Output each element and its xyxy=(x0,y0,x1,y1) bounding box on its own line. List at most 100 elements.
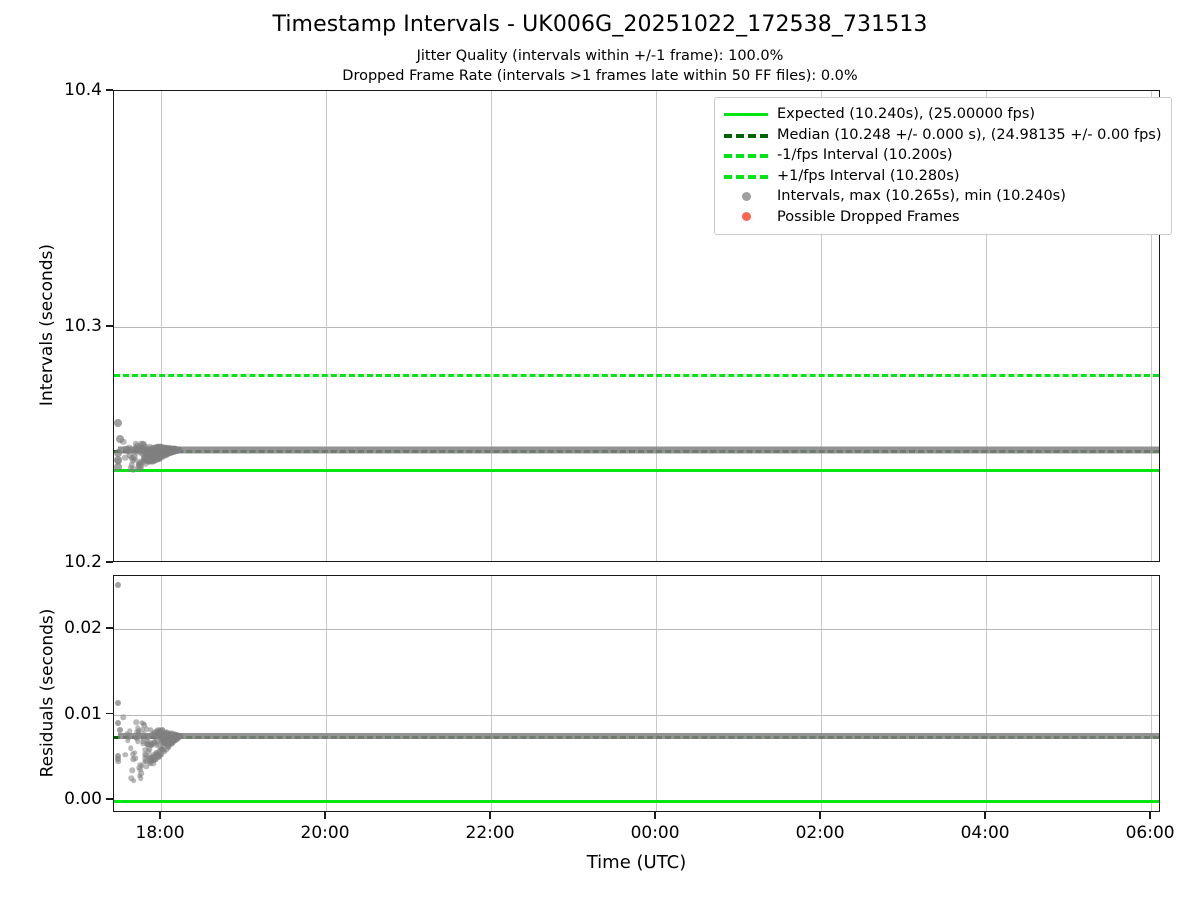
scatter-point-outlier xyxy=(115,581,122,588)
legend-item-label: Expected (10.240s), (25.00000 fps) xyxy=(777,106,1036,123)
legend-item-label: Median (10.248 +/- 0.000 s), (24.98135 +… xyxy=(777,126,1162,143)
vertical-gridline xyxy=(161,576,163,811)
scatter-point xyxy=(128,461,135,468)
x-tick-mark xyxy=(159,812,161,819)
vertical-gridline xyxy=(1151,91,1153,561)
scatter-band xyxy=(118,732,1159,739)
legend-item-label: Possible Dropped Frames xyxy=(777,208,960,225)
x-tick-label: 00:00 xyxy=(630,823,680,843)
y-tick-mark xyxy=(106,798,113,800)
legend-swatch-line-dash-darkgreen-icon xyxy=(724,128,768,142)
legend-swatch-dot-red-icon xyxy=(724,210,768,224)
intervals-plot-area xyxy=(114,91,1159,561)
refline-expected xyxy=(114,468,1159,472)
scatter-point xyxy=(125,738,131,744)
x-tick-mark xyxy=(489,812,491,819)
scatter-band xyxy=(118,446,1159,454)
scatter-point xyxy=(140,741,146,747)
legend-item-label: +1/fps Interval (10.280s) xyxy=(777,167,960,184)
scatter-point xyxy=(123,730,130,737)
scatter-point xyxy=(138,775,144,781)
y-tick-label: 0.00 xyxy=(64,789,102,810)
scatter-point xyxy=(132,755,138,762)
scatter-point xyxy=(133,735,140,741)
y-tick-mark xyxy=(106,325,113,327)
legend-swatch-line-dash-green-icon xyxy=(724,169,768,183)
y-tick-mark xyxy=(106,561,113,563)
scatter-point xyxy=(133,719,139,726)
scatter-point xyxy=(139,727,145,733)
scatter-point xyxy=(137,462,144,470)
scatter-point xyxy=(158,752,164,758)
x-tick-mark xyxy=(1149,812,1151,819)
vertical-gridline xyxy=(986,576,988,811)
x-tick-label: 18:00 xyxy=(135,823,185,843)
scatter-point xyxy=(142,755,148,761)
legend-swatch-line-solid-green-icon xyxy=(724,107,768,121)
scatter-point xyxy=(143,726,150,732)
scatter-point-outlier xyxy=(115,752,122,759)
scatter-point xyxy=(142,758,149,765)
scatter-point-outlier xyxy=(114,456,123,465)
legend-item-label: -1/fps Interval (10.200s) xyxy=(777,147,953,164)
scatter-point xyxy=(177,733,184,739)
scatter-point-outlier xyxy=(115,720,122,727)
y-tick-label: 0.01 xyxy=(64,703,102,724)
legend-item-median[interactable]: Median (10.248 +/- 0.000 s), (24.98135 +… xyxy=(724,125,1162,146)
scatter-point xyxy=(138,770,144,776)
scatter-point xyxy=(135,731,142,738)
legend-item-intervals[interactable]: Intervals, max (10.265s), min (10.240s) xyxy=(724,186,1162,207)
chart-legend[interactable]: Expected (10.240s), (25.00000 fps) Median… xyxy=(714,97,1172,235)
scatter-point xyxy=(129,767,135,773)
legend-item-plus-one-fps[interactable]: +1/fps Interval (10.280s) xyxy=(724,166,1162,187)
scatter-point xyxy=(148,726,154,733)
scatter-point-outlier xyxy=(115,700,122,707)
scatter-point xyxy=(150,760,157,766)
scatter-point xyxy=(121,454,129,462)
legend-swatch-line-dash-green-icon xyxy=(724,148,768,162)
scatter-point xyxy=(127,728,133,734)
scatter-point xyxy=(140,735,146,741)
x-tick-label: 20:00 xyxy=(300,823,350,843)
vertical-gridline xyxy=(986,91,988,561)
scatter-point xyxy=(138,762,145,769)
vertical-gridline xyxy=(656,576,658,811)
x-tick-mark xyxy=(819,812,821,819)
residuals-plot-area xyxy=(114,576,1159,811)
vertical-gridline xyxy=(821,576,823,811)
scatter-point-outlier xyxy=(116,727,123,733)
y-tick-label: 10.2 xyxy=(64,552,102,572)
scatter-point xyxy=(134,738,141,745)
jitter-quality-subtitle: Jitter Quality (intervals within +/-1 fr… xyxy=(416,48,784,64)
vertical-gridline xyxy=(821,91,823,561)
legend-item-minus-one-fps[interactable]: -1/fps Interval (10.200s) xyxy=(724,145,1162,166)
x-tick-label: 04:00 xyxy=(960,823,1010,843)
scatter-point xyxy=(137,766,143,773)
scatter-point-outlier xyxy=(114,463,123,472)
scatter-point-outlier xyxy=(114,449,123,458)
y-tick-mark xyxy=(106,627,113,629)
scatter-point xyxy=(135,725,141,731)
x-tick-label: 22:00 xyxy=(465,823,515,843)
vertical-gridline xyxy=(491,91,493,561)
legend-item-dropped-frames[interactable]: Possible Dropped Frames xyxy=(724,207,1162,228)
y-tick-mark xyxy=(106,89,113,91)
residuals-plot-axes xyxy=(113,575,1160,812)
horizontal-gridline xyxy=(114,327,1159,328)
scatter-point xyxy=(156,741,162,747)
scatter-point xyxy=(122,751,129,758)
refline-plus-one-fps xyxy=(114,374,1159,378)
scatter-point-outlier xyxy=(114,418,123,427)
scatter-point xyxy=(131,750,138,756)
scatter-point xyxy=(175,446,182,453)
legend-item-expected[interactable]: Expected (10.240s), (25.00000 fps) xyxy=(724,104,1162,125)
x-tick-label: 02:00 xyxy=(795,823,845,843)
scatter-point xyxy=(136,728,142,734)
horizontal-gridline xyxy=(114,629,1159,631)
residuals-y-axis-label: Residuals (seconds) xyxy=(37,608,57,777)
scatter-point xyxy=(146,746,153,753)
vertical-gridline xyxy=(656,91,658,561)
x-axis-label: Time (UTC) xyxy=(586,852,687,873)
y-tick-label: 10.3 xyxy=(64,316,102,336)
